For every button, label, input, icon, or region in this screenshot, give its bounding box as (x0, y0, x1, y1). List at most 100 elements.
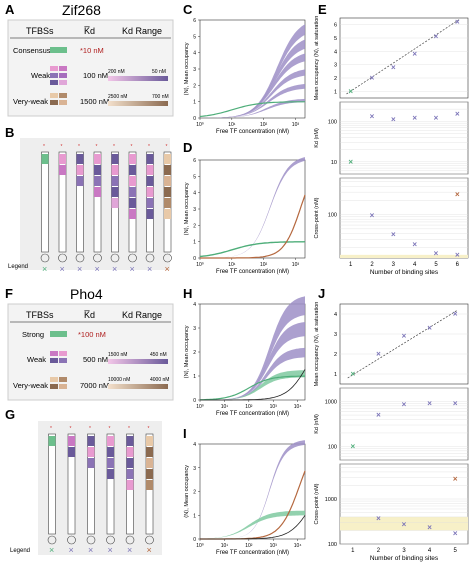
y-axis-label: Cross-point (nM) (314, 197, 320, 238)
x-tick-label: 10⁰ (196, 262, 204, 268)
panel-letter-c: C (183, 2, 193, 17)
binding-site (146, 198, 154, 208)
x-axis-label: Free TF concentration (nM) (216, 411, 289, 417)
y-tick-label: 3 (193, 326, 196, 332)
binding-site (146, 469, 153, 479)
y-tick-label: 4 (334, 49, 337, 55)
binding-site (87, 436, 95, 446)
star-mark: * (96, 144, 98, 150)
chart-e: 1 2 3 4 5 6 Mean occupancy ⟨N⟩, at saturation ×… (313, 16, 469, 276)
y-axis-label: Mean occupancy ⟨N⟩, at saturation (313, 16, 320, 101)
binding-site (126, 436, 134, 446)
y-tick-label: 100 (328, 119, 337, 125)
col-header-tfbs-b: TFBSs (26, 310, 54, 320)
star-mark: * (148, 426, 150, 432)
x-tick-label: 10¹ (221, 404, 229, 410)
kd-very-weak-b: 7000 nM (80, 381, 109, 390)
occupancy-band (200, 53, 305, 118)
binding-site (94, 165, 101, 175)
occupancy-band (200, 24, 305, 118)
binding-site (164, 198, 171, 208)
y-tick-label: 0 (193, 398, 196, 404)
data-point: × (391, 115, 396, 124)
y-axis-label: Kd (nM) (314, 128, 320, 148)
construct-bead (75, 253, 85, 263)
plot-frame (339, 463, 469, 545)
star-mark: * (78, 144, 80, 150)
data-point: × (350, 370, 355, 379)
strong-swatch (50, 331, 67, 337)
legend-mark: × (60, 264, 65, 274)
binding-site (68, 447, 75, 457)
occupancy-band (200, 510, 305, 539)
data-point: × (455, 18, 460, 27)
y-axis-label: ⟨N⟩, Mean occupancy (183, 182, 190, 235)
data-point: × (402, 332, 407, 341)
x-tick-label: 10⁴ (294, 404, 302, 410)
binding-site (129, 209, 136, 219)
data-point: × (348, 157, 353, 166)
panel-letter-a: A (5, 2, 15, 17)
y-tick-label: 0 (193, 256, 196, 262)
x-tick-label: 10⁴ (294, 543, 302, 549)
y-tick-label: 5 (334, 36, 337, 42)
binding-site (94, 176, 101, 186)
binding-site (126, 458, 134, 468)
y-axis-label: Kd (nM) (314, 414, 320, 434)
occupancy-line (199, 375, 305, 401)
y-tick-label: 5 (193, 174, 196, 180)
fit-line (346, 19, 460, 95)
y-tick-label: 4 (193, 442, 196, 448)
construct-bead (93, 253, 102, 263)
y-tick-label: 100 (328, 213, 337, 219)
x-tick-label: 10¹ (221, 543, 229, 549)
data-point: × (370, 74, 375, 83)
construct-body (58, 151, 67, 253)
binding-site (129, 187, 136, 197)
binding-site (76, 154, 84, 164)
legend-mark: × (108, 545, 113, 555)
data-point: × (455, 250, 460, 259)
binding-site (48, 436, 56, 446)
star-mark: * (166, 144, 168, 150)
occupancy-line (200, 369, 306, 401)
x-axis-label: Free TF concentration (nM) (216, 129, 289, 135)
binding-site (129, 154, 136, 164)
star-mark: * (128, 426, 130, 432)
binding-site (68, 436, 75, 446)
y-tick-label: 2 (334, 76, 337, 82)
protein-title-bottom: Pho4 (70, 286, 103, 302)
row-name-weak-b: Weak (27, 355, 46, 364)
binding-site (146, 458, 153, 468)
y-tick-label: 2 (193, 350, 196, 356)
y-tick-label: 3 (334, 332, 337, 338)
y-tick-label: 0 (193, 537, 196, 543)
data-point: × (453, 399, 458, 408)
y-tick-label: 3 (193, 466, 196, 472)
y-tick-label: 2 (193, 83, 196, 89)
row-name-weak: Weak (31, 71, 50, 80)
plot-frame (339, 101, 469, 175)
occupancy-line (200, 515, 306, 540)
y-tick-label: 10 (331, 160, 337, 166)
panel-letter-j: J (318, 286, 325, 301)
x-tick-label: 10⁰ (196, 404, 204, 410)
x-tick-label: 2 (370, 262, 374, 268)
data-point: × (402, 400, 407, 409)
x-tick-label: 1 (351, 548, 355, 554)
plot-frame (339, 387, 469, 461)
col-header-tfbs: TFBSs (26, 26, 54, 36)
legend-mark: × (147, 545, 152, 555)
data-point: × (402, 520, 407, 529)
construct-body (87, 433, 95, 535)
range-vweak-left-b: 10000 nM (108, 377, 130, 383)
binding-site (111, 165, 119, 175)
x-tick-label: 10³ (292, 122, 300, 128)
y-tick-label: 1000 (325, 497, 337, 503)
y-tick-label: 4 (334, 312, 337, 318)
construct-bead (145, 253, 155, 263)
x-axis-label: Free TF concentration (nM) (216, 550, 289, 556)
binding-site (126, 469, 134, 479)
